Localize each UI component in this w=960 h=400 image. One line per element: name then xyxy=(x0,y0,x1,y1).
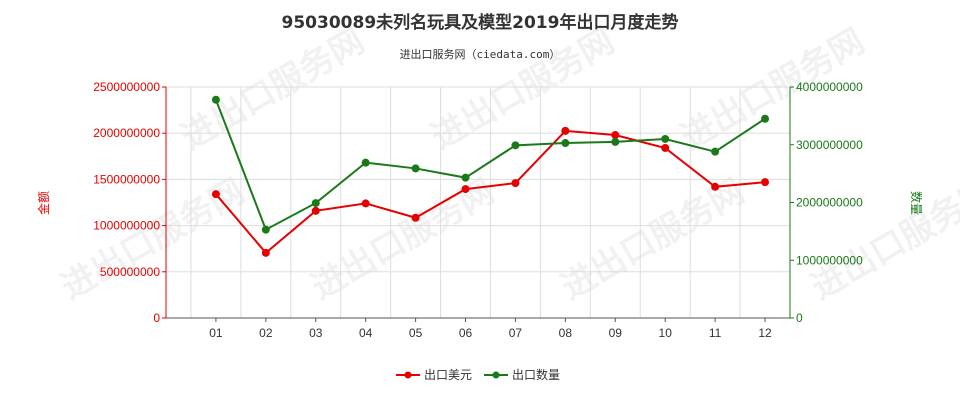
x-tick-label: 02 xyxy=(259,326,273,340)
data-point-export-qty xyxy=(511,141,520,150)
data-point-export-qty xyxy=(361,158,370,167)
data-point-export-usd xyxy=(411,213,420,222)
data-point-export-usd xyxy=(711,182,720,191)
series-line-export-usd xyxy=(215,129,766,255)
data-point-export-usd xyxy=(661,143,670,152)
y-left-tick-label: 1000000000 xyxy=(93,219,160,233)
y-right-tick-label: 2000000000 xyxy=(796,196,863,210)
data-point-export-usd xyxy=(361,199,370,208)
data-point-export-qty xyxy=(461,173,470,182)
y-left-tick-label: 2000000000 xyxy=(93,126,160,140)
y-right-tick-label: 3000000000 xyxy=(796,138,863,152)
data-point-export-usd xyxy=(561,126,570,135)
legend-swatch-marker-export-usd xyxy=(404,371,412,379)
data-point-export-qty xyxy=(211,95,220,104)
data-point-export-usd xyxy=(761,178,770,187)
y-left-tick-label: 500000000 xyxy=(100,265,160,279)
watermark-text: 进出口服务网 xyxy=(305,171,502,308)
data-point-export-qty xyxy=(761,114,770,123)
chart-title: 95030089未列名玩具及模型2019年出口月度走势 xyxy=(282,12,679,33)
x-tick-label: 05 xyxy=(409,326,423,340)
chart-subtitle: 进出口服务网（ciedata.com） xyxy=(400,47,561,61)
series-layer xyxy=(211,95,770,257)
x-tick-label: 11 xyxy=(709,326,722,340)
data-point-export-qty xyxy=(711,147,720,156)
x-tick-label: 03 xyxy=(309,326,323,340)
watermark-text: 进出口服务网 xyxy=(425,21,622,158)
tick-labels: 0 500000000 1000000000 1500000000 2000000000… xyxy=(93,80,863,340)
watermark-text: 进出口服务网 xyxy=(55,171,252,308)
x-tick-label: 09 xyxy=(609,326,623,340)
x-tick-label: 01 xyxy=(209,326,223,340)
x-tick-label: 07 xyxy=(509,326,523,340)
x-tick-label: 06 xyxy=(459,326,473,340)
watermark-text: 进出口服务网 xyxy=(175,21,372,158)
data-point-export-usd xyxy=(211,190,220,199)
y-axis-right-title: 数量 xyxy=(909,191,924,215)
y-left-tick-label: 0 xyxy=(153,311,160,325)
y-left-tick-label: 1500000000 xyxy=(93,172,160,186)
data-point-export-usd xyxy=(461,185,470,194)
legend-swatch-marker-export-qty xyxy=(492,371,500,379)
data-point-export-usd xyxy=(311,206,320,215)
y-right-tick-label: 0 xyxy=(796,311,803,325)
data-point-export-qty xyxy=(261,225,270,234)
data-point-export-qty xyxy=(611,137,620,146)
series-line-export-qty xyxy=(214,99,766,232)
x-tick-label: 08 xyxy=(559,326,573,340)
watermark-text: 进出口服务网 xyxy=(555,171,752,308)
data-point-export-qty xyxy=(561,139,570,148)
data-point-export-usd xyxy=(611,131,620,140)
legend: 出口美元 出口数量 xyxy=(396,367,560,382)
y-right-tick-label: 1000000000 xyxy=(796,253,863,267)
data-point-export-usd xyxy=(261,248,270,257)
data-point-export-qty xyxy=(311,199,320,208)
legend-label-export-qty: 出口数量 xyxy=(512,367,560,382)
legend-label-export-usd: 出口美元 xyxy=(424,368,472,382)
data-point-export-qty xyxy=(411,164,420,173)
y-axis-left-title: 金额 xyxy=(36,191,51,215)
watermark-text: 进出口服务网 xyxy=(805,171,960,308)
y-right-tick-label: 4000000000 xyxy=(796,80,863,94)
data-point-export-usd xyxy=(511,179,520,188)
y-left-tick-label: 2500000000 xyxy=(93,80,160,94)
x-tick-label: 10 xyxy=(659,326,673,340)
x-tick-label: 04 xyxy=(359,326,373,340)
x-tick-label: 12 xyxy=(758,326,772,340)
data-point-export-qty xyxy=(661,134,670,143)
